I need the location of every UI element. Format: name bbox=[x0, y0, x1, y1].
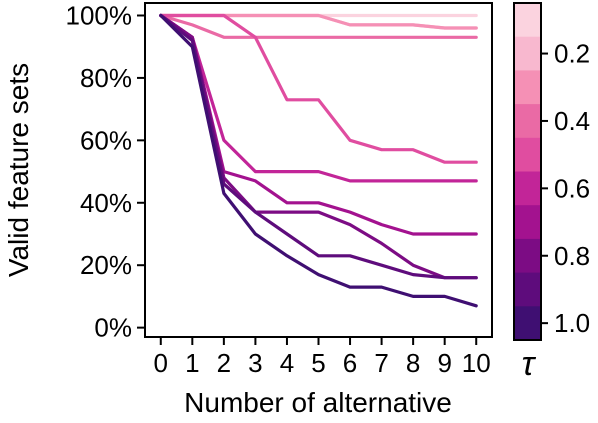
colorbar-segment bbox=[514, 137, 541, 173]
colorbar-segment bbox=[514, 104, 541, 139]
x-tick-label: 10 bbox=[462, 348, 491, 378]
y-tick-label: 20% bbox=[80, 250, 132, 280]
series-line-tau-0-9 bbox=[159, 13, 478, 280]
x-tick-label: 8 bbox=[406, 348, 420, 378]
colorbar: 0.2 0.4 0.6 0.8 1.0 bbox=[513, 2, 590, 341]
series-line-tau-1 bbox=[159, 13, 478, 308]
series-line-tau-0-4 bbox=[159, 13, 478, 39]
x-tick-label: 4 bbox=[280, 348, 294, 378]
y-axis-label: Valid feature sets bbox=[3, 63, 34, 277]
x-tick-label: 0 bbox=[154, 348, 168, 378]
series-line-tau-0-6 bbox=[159, 13, 478, 183]
series-line-tau-0-5 bbox=[159, 13, 478, 164]
colorbar-segment bbox=[514, 3, 541, 38]
x-tick-label: 5 bbox=[311, 348, 325, 378]
x-tick-label: 7 bbox=[374, 348, 388, 378]
colorbar-tick-label: 0.4 bbox=[554, 106, 590, 136]
y-tick-label: 0% bbox=[94, 313, 132, 343]
y-axis-ticks: 0% 20% 40% 60% 80% 100% bbox=[66, 0, 145, 343]
colorbar-segment bbox=[514, 205, 541, 240]
x-tick-label: 6 bbox=[343, 348, 357, 378]
y-tick-label: 60% bbox=[80, 125, 132, 155]
series-line-tau-0-8 bbox=[159, 13, 478, 280]
colorbar-frame bbox=[513, 2, 542, 341]
x-tick-label: 9 bbox=[437, 348, 451, 378]
colorbar-tick-label: 0.8 bbox=[554, 241, 590, 271]
x-tick-label: 1 bbox=[185, 348, 199, 378]
colorbar-tick-label: 0.6 bbox=[554, 173, 590, 203]
colorbar-tick-label: 0.2 bbox=[554, 39, 590, 69]
y-tick-label: 100% bbox=[66, 0, 133, 30]
x-axis-label: Number of alternative bbox=[184, 387, 452, 418]
colorbar-tick-label: 1.0 bbox=[554, 308, 590, 338]
x-axis-ticks: 0 1 2 3 4 5 6 7 8 9 10 bbox=[154, 337, 491, 378]
colorbar-segment bbox=[514, 238, 541, 274]
x-tick-label: 3 bbox=[248, 348, 262, 378]
colorbar-segment bbox=[514, 306, 541, 341]
colorbar-segment bbox=[514, 70, 541, 105]
colorbar-segment bbox=[514, 171, 541, 206]
y-tick-label: 80% bbox=[80, 63, 132, 93]
colorbar-title: τ bbox=[522, 345, 537, 383]
x-tick-label: 2 bbox=[217, 348, 231, 378]
series-line-tau-0-3 bbox=[159, 13, 478, 30]
colorbar-segment bbox=[514, 36, 541, 71]
y-tick-label: 40% bbox=[80, 188, 132, 218]
series-layer bbox=[159, 13, 478, 308]
colorbar-segment bbox=[514, 272, 541, 307]
